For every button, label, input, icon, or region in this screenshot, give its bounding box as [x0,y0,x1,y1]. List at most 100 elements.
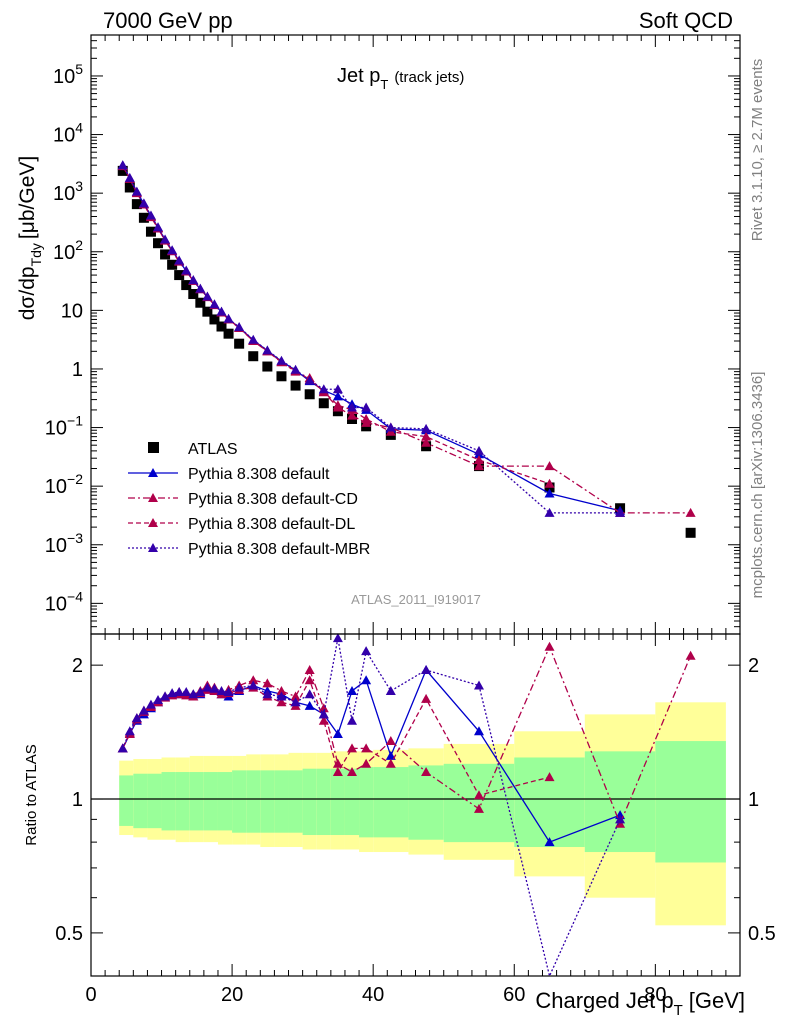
ratio-series-point [473,726,484,736]
main-series-point [153,222,164,232]
ratio-series-point [290,691,301,701]
atlas-data-point [304,389,315,400]
main-series-point [290,364,301,374]
ratio-series-point [473,790,484,800]
ratio-series-point [145,699,156,709]
ratio-series-point [174,687,185,697]
atlas-data-point [276,371,287,382]
ratio-series-point [276,685,287,695]
main-series-point [124,172,135,182]
atlas-data-point [216,321,227,332]
ratio-series-point [195,687,206,697]
ratio-series-point [160,691,171,701]
ratio-series-point [262,678,273,688]
main-series-point [332,384,343,394]
ratio-series-point [361,758,372,768]
ratio-inner-band-bin [119,775,134,826]
main-y-tick-label: 103 [53,178,83,205]
legend-marker-triangle [148,518,158,527]
main-y-tick-label: 102 [53,237,83,264]
ratio-series-point [290,697,301,707]
atlas-data-point [145,226,156,237]
main-series-point [361,402,372,412]
ratio-inner-band-bin [175,772,190,831]
ratio-inner-band-bin [260,770,275,833]
mcplots-citation-label: mcplots.cern.ch [arXiv:1306.3436] [749,372,766,599]
main-series-line [122,165,550,485]
ratio-series-point [262,689,273,699]
legend-marker-square [148,442,159,453]
main-series-point [615,507,626,517]
main-series-point [209,299,220,309]
ratio-series-point [276,691,287,701]
atlas-data-point [318,398,329,409]
ratio-series-point [332,767,343,777]
atlas-data-point [209,314,220,325]
ratio-series-point [544,772,555,782]
ratio-inner-band-bin [203,772,218,831]
main-series-point [195,283,206,293]
ratio-y-tick-label-left: 0.5 [55,923,83,945]
legend-label: ATLAS [188,441,238,458]
main-y-tick-label: 10−2 [45,471,83,498]
ratio-series-point [421,767,432,777]
atlas-data-point [195,297,206,308]
ratio-inner-band-bin [217,772,233,831]
ratio-series-point [131,713,142,723]
main-series-point [544,461,555,471]
ratio-inner-band-bin [655,741,726,863]
main-series-point [473,445,484,455]
header-left-label: 7000 GeV pp [103,8,233,33]
main-series-point [262,345,273,355]
main-series-point [685,507,696,517]
ratio-inner-band-bin [133,773,148,829]
ratio-series-point [181,687,192,697]
ratio-series-point [209,683,220,693]
ratio-inner-band-bin [232,770,247,833]
main-series-point [216,306,227,316]
main-series-point [117,160,128,170]
ratio-inner-band-bin [288,770,303,833]
main-series-point [223,313,234,323]
ratio-series-point [304,675,315,685]
ratio-inner-band-bin [274,770,289,833]
ratio-series-point [318,715,329,725]
ratio-series-point [361,743,372,753]
x-axis-tick-label: 20 [221,984,243,1006]
ratio-series-point [385,685,396,695]
main-series-point [167,245,178,255]
ratio-series-point [138,705,149,715]
atlas-data-point [174,270,185,281]
ratio-series-point [304,700,315,710]
ratio-plot-panel: 0 20 40 60 80 0.5 0.5 1 1 2 2 [55,633,776,1006]
atlas-data-point [160,249,171,260]
main-series-point [145,210,156,220]
legend: ATLAS Pythia 8.308 default Pythia 8.308 de… [128,441,370,558]
ratio-series-point [347,685,358,695]
ratio-y-tick-label-left: 1 [72,789,83,811]
header-right-label: Soft QCD [639,8,733,33]
ratio-series-point [276,697,287,707]
x-axis-tick-label: 80 [644,984,666,1006]
ratio-series-point [304,689,315,699]
main-series-point [361,413,372,423]
main-y-tick-label: 104 [53,120,83,147]
main-series-point [421,437,432,447]
main-y-axis-label: dσ/dpTdy[μb/GeV] [16,156,44,321]
ratio-series-point [421,665,432,675]
main-series-point [421,423,432,433]
main-series-point [332,391,343,401]
main-series-point [202,291,213,301]
ratio-series-point [117,743,128,753]
main-series-point [248,334,259,344]
ratio-inner-band-bin [246,770,261,833]
ratio-series-point [385,736,396,746]
ratio-inner-band-bin [584,751,656,853]
main-series-point [160,234,171,244]
ratio-series-point [385,750,396,760]
rivet-version-label: Rivet 3.1.10, ≥ 2.7M events [749,59,766,242]
legend-label: Pythia 8.308 default [188,466,330,483]
ratio-series-point [318,703,329,713]
ratio-y-tick-label-right: 2 [748,655,759,677]
